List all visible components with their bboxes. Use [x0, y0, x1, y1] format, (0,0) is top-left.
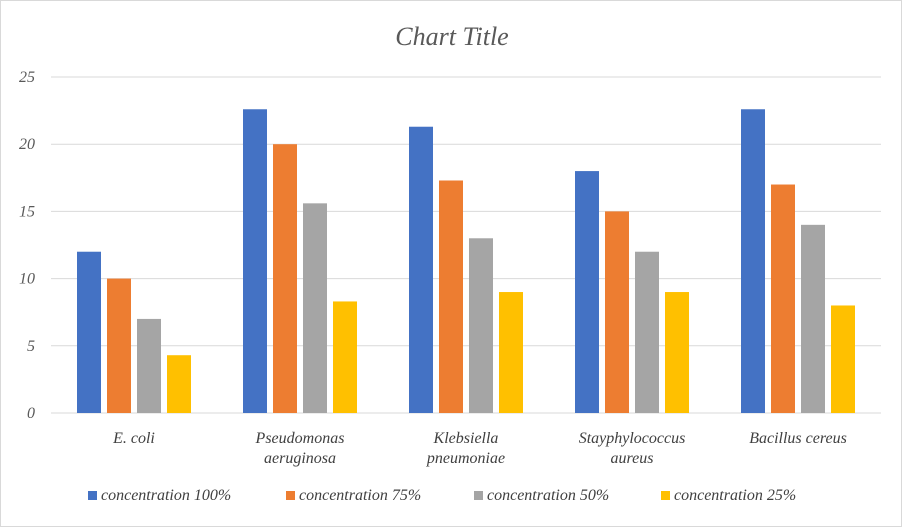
bar	[831, 305, 855, 413]
bar	[137, 318, 161, 413]
y-tick-label: 15	[19, 203, 35, 220]
bar	[333, 301, 357, 413]
bar	[107, 278, 131, 413]
y-tick-label: 0	[27, 405, 35, 422]
x-axis-categories: E. coli Pseudomonas aeruginosa Klebsiella pn…	[112, 430, 847, 467]
x-category-label: E. coli	[112, 430, 155, 447]
chart-title: Chart Title	[395, 22, 508, 51]
bar	[605, 211, 629, 413]
x-category-label: Bacillus cereus	[749, 430, 847, 447]
legend-swatch	[88, 491, 97, 500]
y-axis-ticks: 0 5 10 15 20 25	[19, 69, 35, 422]
bar	[635, 251, 659, 413]
bar	[303, 203, 327, 413]
x-category-label: pneumoniae	[426, 450, 505, 467]
legend: concentration 100% concentration 75% conce…	[88, 487, 796, 504]
x-category-label: aeruginosa	[264, 450, 336, 467]
legend-label: concentration 100%	[101, 487, 231, 504]
bar	[771, 184, 795, 413]
bar	[801, 224, 825, 413]
legend-label: concentration 50%	[487, 487, 609, 504]
legend-swatch	[661, 491, 670, 500]
bar	[409, 126, 433, 413]
bar	[575, 171, 599, 413]
bar	[665, 292, 689, 413]
bars	[77, 109, 855, 414]
bar	[77, 251, 101, 413]
x-category-label: aureus	[611, 450, 654, 467]
legend-label: concentration 75%	[299, 487, 421, 504]
legend-swatch	[474, 491, 483, 500]
bar	[243, 109, 267, 414]
x-category-label: Klebsiella	[433, 430, 499, 447]
y-tick-label: 10	[19, 271, 35, 288]
bar	[273, 144, 297, 413]
y-tick-label: 20	[19, 136, 35, 153]
legend-label: concentration 25%	[674, 487, 796, 504]
bar	[167, 355, 191, 413]
x-category-label: Stayphylococcus	[579, 430, 686, 447]
x-category-label: Pseudomonas	[255, 430, 345, 447]
y-tick-label: 25	[19, 69, 35, 86]
bar	[499, 292, 523, 413]
bar	[741, 109, 765, 414]
bar	[439, 180, 463, 413]
legend-swatch	[286, 491, 295, 500]
y-tick-label: 5	[27, 338, 35, 355]
bar	[469, 238, 493, 413]
